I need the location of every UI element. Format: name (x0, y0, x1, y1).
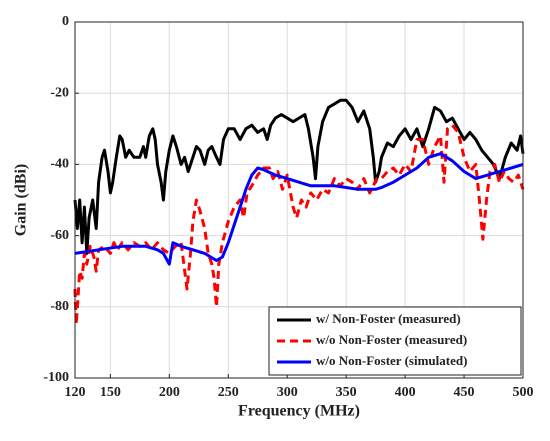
x-tick-label: 300 (277, 385, 298, 400)
series-line (73, 98, 525, 255)
legend-label: w/o Non-Foster (measured) (316, 332, 467, 347)
y-tick-label: -20 (50, 85, 69, 100)
x-tick-label: 350 (336, 385, 357, 400)
x-axis-label: Frequency (MHz) (238, 403, 360, 420)
x-tick-label: 120 (65, 385, 86, 400)
x-tick-label: 200 (159, 385, 180, 400)
x-tick-label: 500 (513, 385, 534, 400)
y-tick-label: -80 (50, 299, 69, 314)
y-tick-label: 0 (62, 14, 69, 29)
x-tick-label: 450 (454, 385, 475, 400)
plot-frame (74, 21, 524, 379)
legend: w/ Non-Foster (measured) w/o Non-Foster (… (268, 306, 522, 376)
legend-label: w/ Non-Foster (measured) (316, 311, 461, 326)
series-line (73, 123, 525, 327)
x-tick-label: 250 (218, 385, 239, 400)
y-axis-label: Gain (dBi) (13, 164, 30, 236)
y-tick-label: -100 (43, 370, 69, 385)
x-tick-label: 400 (395, 385, 416, 400)
y-tick-label: -40 (50, 157, 69, 172)
x-tick-label: 150 (100, 385, 121, 400)
y-tick-label: -60 (50, 228, 69, 243)
legend-label: w/o Non-Foster (simulated) (316, 353, 467, 368)
series-line (74, 152, 524, 266)
